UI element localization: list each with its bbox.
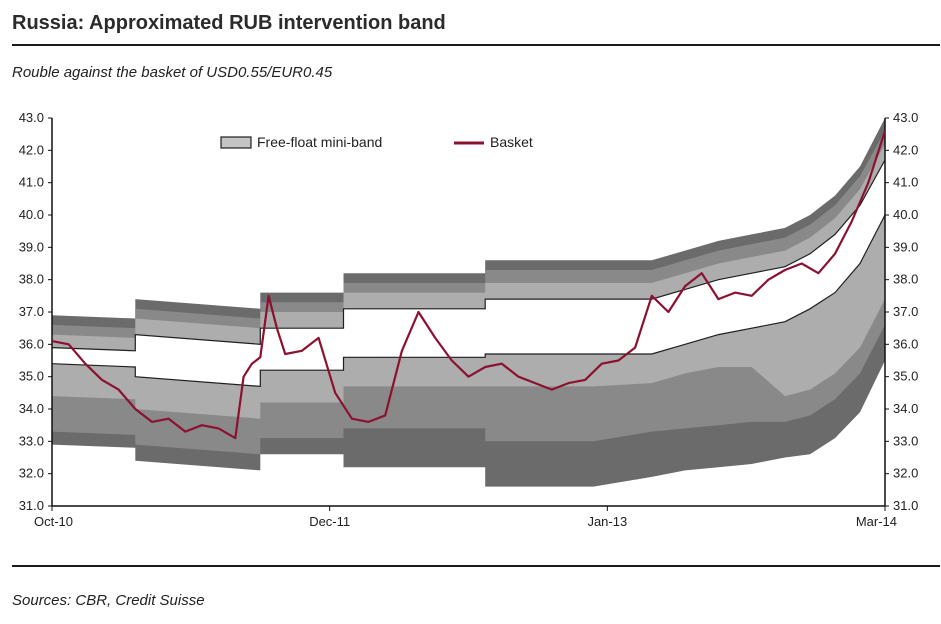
y-tick-label-left: 31.0 [19,498,44,513]
y-tick-label-left: 40.0 [19,207,44,222]
y-tick-label-left: 37.0 [19,304,44,319]
x-tick-label: Dec-11 [309,514,350,529]
y-tick-label-right: 31.0 [893,498,918,513]
y-tick-label-left: 43.0 [19,110,44,125]
y-tick-label-left: 32.0 [19,466,44,481]
basket-line [51,130,887,440]
y-tick-label-right: 38.0 [893,272,918,287]
y-tick-label-right: 41.0 [893,175,918,190]
y-tick-label-left: 35.0 [19,369,44,384]
y-tick-label-right: 33.0 [893,433,918,448]
y-tick-label-right: 36.0 [893,336,918,351]
chart-subtitle: Rouble against the basket of USD0.55/EUR… [12,64,333,81]
title-rule [12,44,940,46]
source-note: Sources: CBR, Credit Suisse [12,592,205,609]
y-tick-label-right: 34.0 [893,401,918,416]
x-tick-label: Jan-13 [587,514,627,529]
y-tick-label-right: 35.0 [893,369,918,384]
free-float-mini-band [52,160,885,387]
legend-basket-label: Basket [490,134,533,150]
footer-rule [12,565,940,567]
mini-band-edge [51,159,886,352]
x-tick-label: Mar-14 [856,514,897,529]
chart-title: Russia: Approximated RUB intervention ba… [12,12,446,34]
legend-mini-band-label: Free-float mini-band [257,134,382,150]
y-tick-label-left: 34.0 [19,401,44,416]
y-tick-label-left: 42.0 [19,142,44,157]
y-tick-label-left: 39.0 [19,239,44,254]
y-tick-label-right: 42.0 [893,142,918,157]
y-tick-label-right: 37.0 [893,304,918,319]
y-tick-label-right: 40.0 [893,207,918,222]
legend-mini-band-swatch [220,136,252,149]
x-tick-label: Oct-10 [34,514,73,529]
y-tick-label-left: 41.0 [19,175,44,190]
y-tick-label-right: 32.0 [893,466,918,481]
y-tick-label-left: 36.0 [19,336,44,351]
mini-band-edge [51,214,886,388]
y-tick-label-left: 38.0 [19,272,44,287]
y-tick-label-right: 39.0 [893,239,918,254]
y-tick-label-left: 33.0 [19,433,44,448]
y-tick-label-right: 43.0 [893,110,918,125]
